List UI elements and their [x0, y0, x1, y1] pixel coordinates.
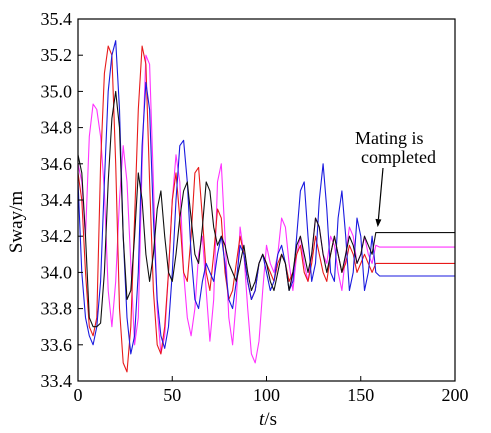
x-axis-label-italic: t: [259, 409, 265, 430]
y-tick-label: 35.0: [41, 81, 73, 101]
y-tick-label: 33.4: [41, 371, 73, 391]
series-layer: [77, 40, 455, 373]
y-tick-label: 33.8: [41, 299, 73, 319]
x-tick-label: 0: [74, 385, 83, 405]
x-axis-label: t/s: [259, 409, 277, 430]
series-line-3: [77, 40, 455, 355]
x-axis: 0 50 100 150 200: [74, 376, 469, 405]
plot-frame: [77, 18, 456, 382]
x-axis-label-unit: /s: [264, 409, 277, 430]
y-tick-label: 34.0: [41, 262, 73, 282]
series-line-4: [77, 90, 455, 328]
series-line-1: [77, 54, 455, 364]
x-tick-label: 100: [253, 385, 280, 405]
y-tick-label: 34.6: [41, 154, 73, 174]
x-tick-label: 150: [347, 385, 374, 405]
x-tick-label: 50: [163, 385, 181, 405]
y-axis-label: Sway/m: [6, 191, 27, 254]
x-tick-label: 200: [442, 385, 469, 405]
annotation-arrow: [377, 167, 384, 220]
annotation-arrowhead: [375, 218, 382, 228]
series-line-2: [77, 45, 455, 373]
y-tick-label: 33.6: [41, 335, 73, 355]
y-axis: 33.4 33.6 33.8 34.0 34.2 34.4 34.6 34.8 35.0 35.2…: [41, 9, 83, 391]
annotation: Mating is completed: [355, 128, 436, 228]
annotation-line-2: completed: [361, 147, 436, 167]
annotation-line-1: Mating is: [355, 128, 424, 148]
y-tick-label: 34.8: [41, 118, 73, 138]
y-tick-label: 35.4: [41, 9, 73, 29]
y-tick-label: 35.2: [41, 45, 73, 65]
y-tick-label: 34.4: [41, 190, 73, 210]
y-tick-label: 34.2: [41, 226, 73, 246]
